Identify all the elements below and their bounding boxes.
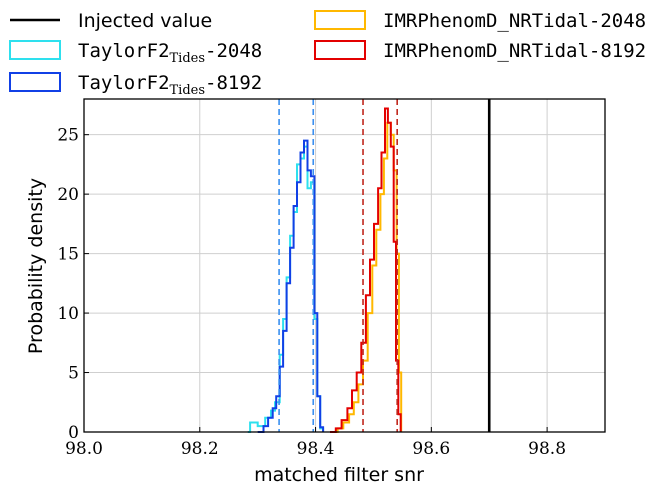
legend: Injected valueTaylorF2Tides-2048TaylorF2… (9, 10, 646, 98)
axes: 98.0 98.2 98.4 98.6 98.8 0 5 10 15 20 25 (57, 98, 606, 459)
histogram-series-2 (257, 139, 325, 433)
legend-box-swatch (9, 72, 61, 92)
x-tick-label: 98.4 (297, 439, 335, 459)
legend-label: IMRPhenomD_NRTidal-8192 (383, 40, 646, 62)
y-tick-label: 10 (57, 304, 79, 324)
y-tick-label: 15 (57, 245, 79, 265)
grid (84, 99, 605, 432)
legend-label-subscript: Tides (170, 83, 206, 98)
legend-label: Injected value (78, 10, 212, 32)
legend-label-main: TaylorF2 (78, 72, 170, 94)
legend-label-main: TaylorF2 (78, 40, 170, 62)
legend-label: IMRPhenomD_NRTidal-2048 (383, 10, 646, 32)
legend-label-main: IMRPhenomD_NRTidal-8192 (383, 40, 646, 62)
y-axis-label: Probability density (25, 178, 47, 354)
legend-label-suffix: -8192 (205, 72, 262, 94)
plot-frame (83, 98, 606, 433)
histograms (247, 107, 403, 433)
legend-label-subscript: Tides (170, 51, 206, 66)
x-tick-label: 98.0 (65, 439, 103, 459)
legend-box-swatch (9, 40, 61, 60)
y-tick-label: 25 (57, 126, 79, 146)
legend-box-swatch (314, 10, 366, 30)
legend-label: TaylorF2Tides-8192 (78, 72, 262, 98)
x-tick-label: 98.2 (181, 439, 219, 459)
x-tick-label: 98.6 (412, 439, 450, 459)
y-tick-label: 5 (68, 364, 79, 384)
histogram-series-4 (330, 107, 402, 433)
y-tick-label: 0 (68, 423, 79, 443)
legend-box-swatch (314, 40, 366, 60)
y-tick-label: 20 (57, 185, 79, 205)
legend-label: TaylorF2Tides-2048 (78, 40, 262, 66)
reference-lines (278, 99, 491, 432)
legend-label-suffix: -2048 (205, 40, 262, 62)
x-tick-label: 98.8 (528, 439, 566, 459)
legend-label-main: IMRPhenomD_NRTidal-2048 (383, 10, 646, 32)
x-axis-label: matched filter snr (254, 464, 424, 486)
